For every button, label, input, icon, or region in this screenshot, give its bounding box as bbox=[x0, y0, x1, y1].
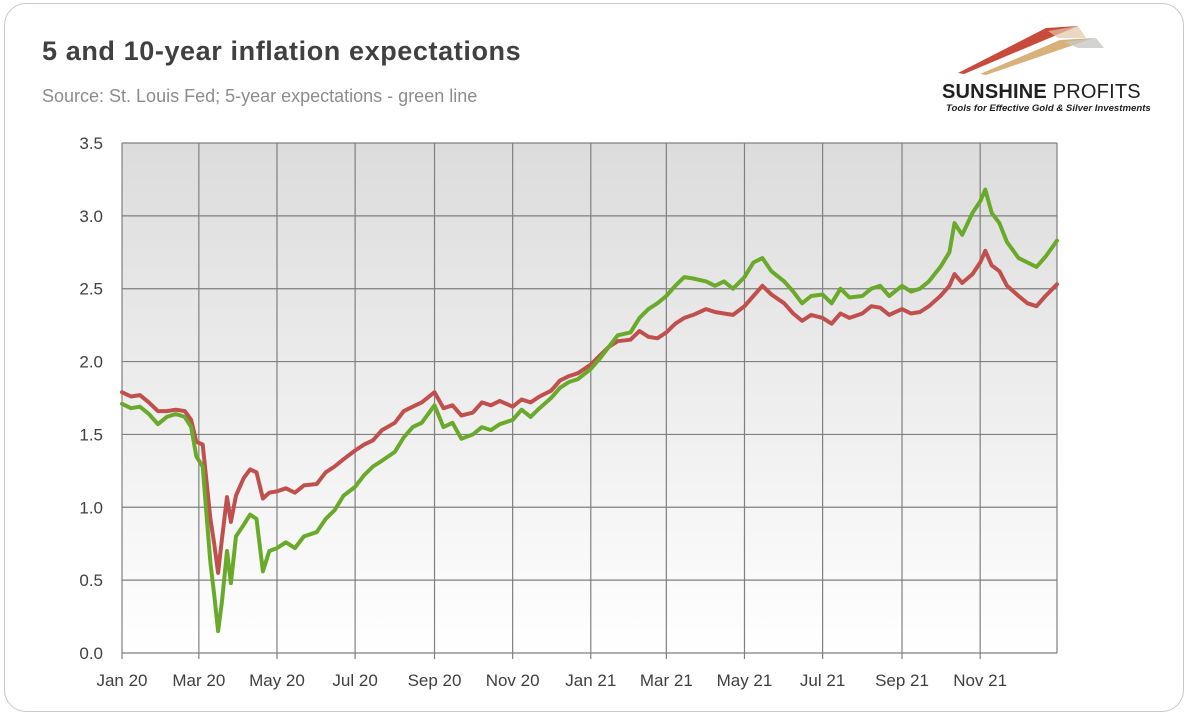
x-tick-label: Jan 20 bbox=[96, 671, 147, 690]
logo-swoosh-icon bbox=[958, 26, 1104, 75]
x-tick-label: Sep 20 bbox=[408, 671, 462, 690]
y-tick-label: 2.5 bbox=[79, 280, 103, 299]
x-tick-label: Mar 20 bbox=[172, 671, 225, 690]
series-line-10-year bbox=[120, 248, 1059, 575]
plot-area bbox=[122, 143, 1057, 653]
x-tick-label: Mar 21 bbox=[640, 671, 693, 690]
gridlines bbox=[121, 142, 1058, 654]
x-tick-label: Jul 20 bbox=[332, 671, 377, 690]
sunshine-profits-logo: SUNSHINE PROFITS Tools for Effective Gol… bbox=[928, 18, 1173, 118]
x-tick-label: Nov 20 bbox=[486, 671, 540, 690]
x-tick-label: Sep 21 bbox=[875, 671, 929, 690]
logo-name-profits: PROFITS bbox=[1046, 81, 1141, 103]
x-tick-label: May 20 bbox=[249, 671, 305, 690]
x-axis: Jan 20 Mar 20 May 20 Jul 20 Sep 20 Nov 20 Jan … bbox=[96, 653, 1007, 690]
logo-tagline: Tools for Effective Gold & Silver Invest… bbox=[946, 103, 1151, 114]
y-axis: 0.0 0.5 1.0 1.5 2.0 2.5 3.0 3.5 bbox=[79, 134, 103, 663]
logo-name-sunshine: SUNSHINE bbox=[942, 81, 1047, 103]
x-tick-label: Nov 21 bbox=[953, 671, 1007, 690]
y-tick-label: 1.5 bbox=[79, 425, 103, 444]
series-line-5-year bbox=[120, 187, 1059, 634]
logo-name: SUNSHINE PROFITS bbox=[942, 81, 1141, 104]
y-tick-label: 0.0 bbox=[79, 644, 103, 663]
chart-title: 5 and 10-year inflation expectations bbox=[42, 36, 522, 66]
x-tick-label: Jan 21 bbox=[565, 671, 616, 690]
series-lines bbox=[120, 187, 1059, 634]
y-tick-label: 0.5 bbox=[79, 571, 103, 590]
y-tick-label: 3.0 bbox=[79, 207, 103, 226]
y-tick-label: 1.0 bbox=[79, 498, 103, 517]
y-tick-label: 3.5 bbox=[79, 134, 103, 153]
x-tick-label: May 21 bbox=[717, 671, 773, 690]
y-tick-label: 2.0 bbox=[79, 353, 103, 372]
x-tick-label: Jul 21 bbox=[800, 671, 845, 690]
chart-subtitle: Source: St. Louis Fed; 5-year expectatio… bbox=[42, 86, 478, 106]
